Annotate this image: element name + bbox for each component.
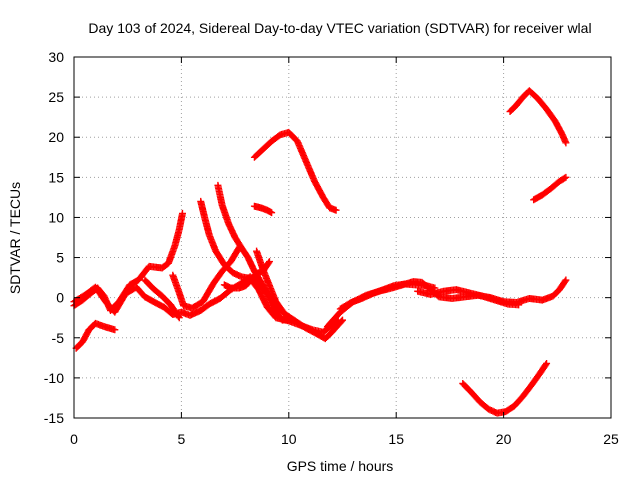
data-point [515,301,523,309]
data-point [562,139,570,147]
data-point [174,312,182,320]
data-point [178,209,186,217]
data-point [268,209,276,217]
x-tick-label: 15 [388,431,404,447]
data-series [70,87,570,417]
data-point [561,174,569,182]
series-track-10 [250,128,340,214]
y-tick-label: 30 [48,49,64,65]
series-track-15 [459,359,551,417]
y-tick-label: 0 [56,290,64,306]
series-track-16 [506,87,570,147]
series-track-4 [141,276,183,322]
series-track-5 [169,243,243,312]
grid [74,57,611,418]
data-point [562,276,570,284]
y-tick-label: 5 [56,250,64,266]
y-tick-label: -5 [52,330,65,346]
x-tick-label: 0 [70,431,78,447]
series-track-9 [253,247,346,343]
y-tick-label: 15 [48,169,64,185]
series-track-17 [530,173,570,204]
x-tick-label: 25 [603,431,619,447]
y-tick-label: 25 [48,89,64,105]
chart-title: Day 103 of 2024, Sidereal Day-to-day VTE… [88,20,591,36]
data-point [561,277,569,285]
data-point [111,326,119,334]
data-point [562,173,570,181]
data-point [332,206,340,214]
data-point [338,317,346,325]
y-tick-label: 10 [48,209,64,225]
series-track-2 [72,319,119,352]
data-point [175,314,183,322]
data-point [542,361,550,369]
data-point [265,259,273,267]
series-track-11 [250,202,276,217]
x-tick-label: 10 [281,431,297,447]
x-axis-label: GPS time / hours [287,458,394,474]
series-track-1 [70,209,186,315]
x-tick-label: 5 [178,431,186,447]
axis-ticks: 0 5 10 15 20 25 -15 -10 -5 0 5 10 15 20 25 30 [44,49,619,447]
series-track-13 [323,276,570,331]
x-tick-label: 20 [496,431,512,447]
y-tick-label: -10 [44,370,64,386]
data-point [265,258,273,266]
data-point [543,359,551,367]
data-point [339,316,346,324]
y-tick-label: 20 [48,129,64,145]
y-axis-label: SDTVAR / TECUs [7,182,23,294]
plot-frame [73,56,612,419]
series-track-14 [414,286,523,309]
y-tick-label: -15 [44,410,64,426]
